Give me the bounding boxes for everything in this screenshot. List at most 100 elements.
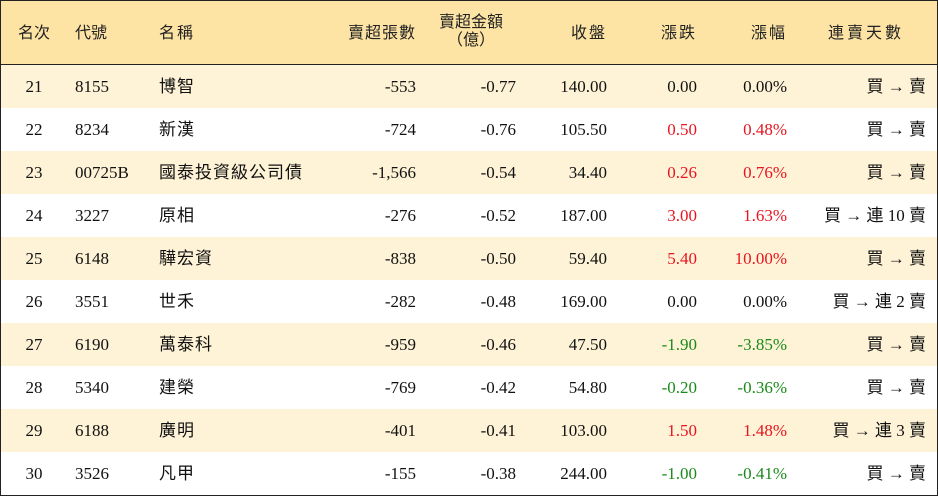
- header-streak: 連賣天數: [827, 23, 904, 42]
- table-row: 28 5340 建榮 -769 -0.42 54.80 -0.20 -0.36% 買 → 賣: [1, 366, 937, 409]
- cell-change: 0.50: [667, 120, 697, 139]
- cell-code: 3526: [75, 464, 109, 483]
- table-row: 23 00725B 國泰投資級公司債 -1,566 -0.54 34.40 0.26 0.76…: [1, 151, 937, 194]
- cell-code: 3551: [75, 292, 109, 311]
- cell-close: 47.50: [568, 335, 607, 354]
- cell-volume: -1,566: [372, 163, 416, 182]
- cell-streak: 買 → 賣: [866, 163, 927, 182]
- cell-close: 54.80: [568, 378, 607, 397]
- cell-rank: 26: [25, 292, 43, 311]
- header-change: 漲跌: [660, 23, 697, 42]
- cell-close: 103.00: [560, 421, 607, 440]
- cell-streak: 買 → 賣: [866, 249, 927, 268]
- header-code: 代號: [75, 23, 108, 42]
- cell-name: 建榮: [159, 378, 195, 397]
- cell-name: 凡甲: [159, 464, 195, 483]
- cell-rank: 25: [25, 249, 43, 268]
- header-volume: 賣超張數: [347, 23, 416, 42]
- header-pct: 漲幅: [750, 23, 787, 42]
- cell-close: 34.40: [568, 163, 607, 182]
- cell-rank: 21: [25, 77, 43, 96]
- table-row: 25 6148 驊宏資 -838 -0.50 59.40 5.40 10.00% 買 → 賣: [1, 237, 937, 280]
- cell-code: 00725B: [75, 163, 129, 182]
- table-row: 21 8155 博智 -553 -0.77 140.00 0.00 0.00% 買 → 賣: [1, 65, 937, 108]
- cell-streak: 買 → 賣: [866, 120, 927, 139]
- cell-change: 3.00: [667, 206, 697, 225]
- cell-volume: -282: [384, 292, 416, 311]
- cell-volume: -838: [384, 249, 416, 268]
- cell-name: 廣明: [159, 421, 195, 440]
- cell-volume: -276: [384, 206, 416, 225]
- cell-name: 博智: [159, 77, 195, 96]
- cell-change: -0.20: [661, 378, 697, 397]
- cell-amount: -0.76: [480, 120, 516, 139]
- cell-pct: -3.85%: [737, 335, 787, 354]
- cell-code: 8155: [75, 77, 109, 96]
- table-row: 24 3227 原相 -276 -0.52 187.00 3.00 1.63% 買 → 連 10…: [1, 194, 937, 237]
- header-close: 收盤: [570, 23, 607, 42]
- cell-amount: -0.52: [480, 206, 516, 225]
- cell-rank: 22: [25, 120, 43, 139]
- header-name: 名稱: [159, 23, 196, 42]
- cell-amount: -0.77: [480, 77, 516, 96]
- cell-volume: -553: [384, 77, 416, 96]
- cell-change: 5.40: [667, 249, 697, 268]
- cell-name: 原相: [159, 206, 195, 225]
- cell-rank: 27: [25, 335, 43, 354]
- cell-streak: 買 → 賣: [866, 464, 927, 483]
- cell-code: 8234: [75, 120, 109, 139]
- cell-rank: 30: [25, 464, 43, 483]
- cell-pct: 0.00%: [743, 292, 787, 311]
- header-rank: 名次: [17, 23, 50, 42]
- cell-amount: -0.38: [480, 464, 516, 483]
- cell-name: 萬泰科: [159, 335, 213, 354]
- cell-volume: -401: [384, 421, 416, 440]
- cell-streak: 買 → 連 2 賣: [832, 292, 927, 311]
- cell-pct: -0.41%: [737, 464, 787, 483]
- cell-change: 0.26: [667, 163, 697, 182]
- cell-name: 驊宏資: [159, 249, 213, 268]
- cell-pct: 0.48%: [743, 120, 787, 139]
- header-amount: 賣超金額 （億）: [426, 1, 516, 64]
- cell-code: 6188: [75, 421, 109, 440]
- cell-rank: 29: [25, 421, 43, 440]
- cell-streak: 買 → 賣: [866, 77, 927, 96]
- cell-change: 1.50: [667, 421, 697, 440]
- header-amount-line1: 賣超金額: [438, 12, 503, 31]
- cell-streak: 買 → 連 10 賣: [824, 206, 926, 225]
- cell-pct: 1.48%: [743, 421, 787, 440]
- cell-volume: -959: [384, 335, 416, 354]
- cell-name: 新漢: [159, 120, 195, 139]
- cell-close: 169.00: [560, 292, 607, 311]
- cell-amount: -0.46: [480, 335, 516, 354]
- cell-pct: 1.63%: [743, 206, 787, 225]
- cell-pct: 0.76%: [743, 163, 787, 182]
- table-row: 29 6188 廣明 -401 -0.41 103.00 1.50 1.48% 買 → 連 3 …: [1, 409, 937, 452]
- cell-streak: 買 → 賣: [866, 378, 927, 397]
- table-row: 26 3551 世禾 -282 -0.48 169.00 0.00 0.00% 買 → 連 2 …: [1, 280, 937, 323]
- cell-amount: -0.41: [480, 421, 516, 440]
- cell-streak: 買 → 連 3 賣: [832, 421, 927, 440]
- cell-change: -1.90: [661, 335, 697, 354]
- cell-close: 187.00: [560, 206, 607, 225]
- cell-volume: -769: [384, 378, 416, 397]
- cell-pct: 10.00%: [734, 249, 787, 268]
- cell-change: -1.00: [661, 464, 697, 483]
- cell-name: 世禾: [159, 292, 195, 311]
- table-row: 27 6190 萬泰科 -959 -0.46 47.50 -1.90 -3.85% 買 → 賣: [1, 323, 937, 366]
- cell-code: 3227: [75, 206, 109, 225]
- cell-volume: -724: [384, 120, 416, 139]
- cell-change: 0.00: [667, 77, 697, 96]
- table-row: 30 3526 凡甲 -155 -0.38 244.00 -1.00 -0.41% 買 → 賣: [1, 452, 937, 495]
- cell-amount: -0.50: [480, 249, 516, 268]
- header-amount-line2: （億）: [446, 30, 495, 49]
- cell-streak: 買 → 賣: [866, 335, 927, 354]
- cell-rank: 23: [25, 163, 43, 182]
- cell-close: 59.40: [568, 249, 607, 268]
- cell-code: 6148: [75, 249, 109, 268]
- cell-amount: -0.42: [480, 378, 516, 397]
- cell-rank: 28: [25, 378, 43, 397]
- table-row: 22 8234 新漢 -724 -0.76 105.50 0.50 0.48% 買 → 賣: [1, 108, 937, 151]
- cell-rank: 24: [25, 206, 43, 225]
